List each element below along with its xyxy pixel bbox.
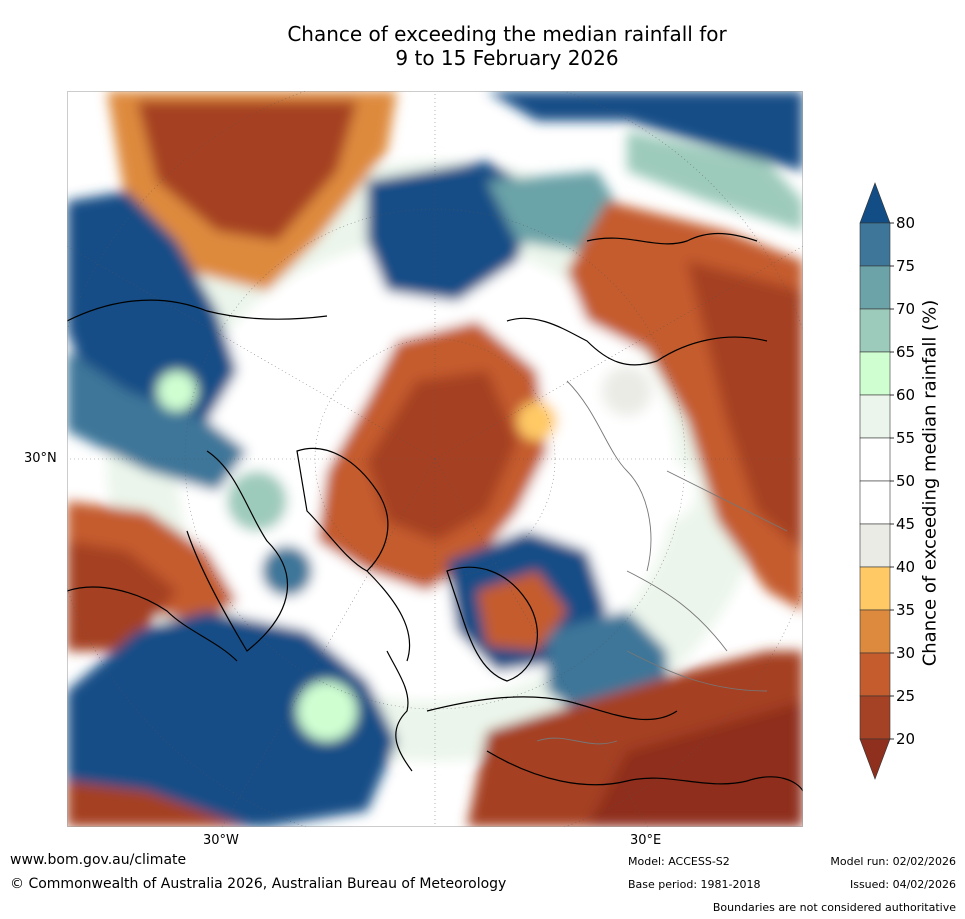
- colorbar-tick-label: 45: [896, 515, 915, 533]
- colorbar-tick-label: 25: [896, 687, 915, 705]
- colorbar-segment: [859, 523, 891, 568]
- colorbar-tick-label: 65: [896, 343, 915, 361]
- base-period: Base period: 1981-2018: [628, 878, 761, 891]
- longitude-label-30e: 30°E: [630, 833, 662, 848]
- colorbar-segment: [859, 308, 891, 353]
- colorbar-extend-top: [859, 182, 891, 224]
- colorbar-tick-label: 60: [896, 386, 915, 404]
- copyright-notice: © Commonwealth of Australia 2026, Austra…: [10, 876, 507, 892]
- colorbar-segment: [859, 351, 891, 396]
- colorbar-tick-label: 55: [896, 429, 915, 447]
- longitude-label-30w: 30°W: [203, 833, 239, 848]
- colorbar: 80 75 70 65 60 55 50 45 40 35 30 25 20: [859, 182, 915, 780]
- coastlines: [67, 232, 803, 792]
- colorbar-tick-label: 70: [896, 300, 915, 318]
- model-run-date: Model run: 02/02/2026: [830, 855, 956, 868]
- colorbar-tick-label: 50: [896, 472, 915, 490]
- colorbar-segment: [859, 437, 891, 482]
- colorbar-segment: [859, 652, 891, 697]
- colorbar-segment: [859, 265, 891, 310]
- probability-field: [67, 91, 803, 827]
- colorbar-tick-label: 80: [896, 214, 915, 232]
- title-line-2: 9 to 15 February 2026: [395, 46, 619, 70]
- colorbar-segment: [859, 394, 891, 439]
- colorbar-tick-label: 35: [896, 601, 915, 619]
- country-boundaries: [536, 380, 788, 745]
- rainfall-probability-map: [67, 91, 803, 827]
- colorbar-segment: [859, 695, 891, 740]
- issued-date: Issued: 04/02/2026: [849, 878, 956, 891]
- model-name: Model: ACCESS-S2: [628, 855, 730, 868]
- latitude-label-30n: 30°N: [24, 451, 57, 466]
- colorbar-segment: [859, 480, 891, 525]
- colorbar-tick-label: 40: [896, 558, 915, 576]
- colorbar-segments: [859, 182, 891, 780]
- website-url: www.bom.gov.au/climate: [10, 852, 187, 868]
- boundaries-disclaimer: Boundaries are not considered authoritat…: [712, 901, 956, 914]
- title-line-1: Chance of exceeding the median rainfall …: [287, 22, 727, 46]
- colorbar-label: Chance of exceeding median rainfall (%): [919, 299, 941, 667]
- colorbar-tick-label: 30: [896, 644, 915, 662]
- colorbar-segment: [859, 566, 891, 611]
- colorbar-extend-bottom: [859, 738, 891, 780]
- colorbar-ticks: 80 75 70 65 60 55 50 45 40 35 30 25 20: [890, 214, 915, 748]
- colorbar-segment: [859, 222, 891, 267]
- colorbar-tick-label: 20: [896, 730, 915, 748]
- chart-title: Chance of exceeding the median rainfall …: [0, 22, 965, 70]
- colorbar-segment: [859, 609, 891, 654]
- colorbar-tick-label: 75: [896, 257, 915, 275]
